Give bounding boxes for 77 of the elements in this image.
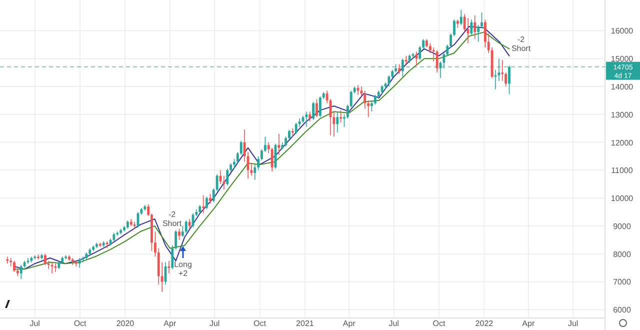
candlestick bbox=[54, 263, 57, 272]
candlestick bbox=[106, 240, 108, 249]
candlestick bbox=[226, 168, 229, 186]
x-tick-label: 2021 bbox=[296, 319, 314, 328]
candlestick bbox=[370, 100, 373, 112]
candlestick bbox=[308, 111, 312, 122]
candlestick bbox=[340, 110, 342, 124]
annotation: -2 Short bbox=[162, 210, 182, 228]
candlestick bbox=[188, 218, 191, 230]
y-tick-label: 13000 bbox=[610, 110, 634, 120]
x-tick-label: Apr bbox=[522, 319, 535, 328]
candlestick bbox=[404, 55, 408, 65]
x-tick-label: Oct bbox=[254, 319, 267, 328]
candlestick bbox=[318, 96, 322, 118]
candlestick bbox=[460, 9, 462, 26]
x-tick-label: Jul bbox=[568, 319, 578, 328]
candlestick bbox=[20, 264, 22, 280]
candlestick bbox=[184, 220, 188, 234]
candlestick bbox=[206, 196, 208, 210]
candlestick bbox=[364, 90, 366, 110]
candlestick bbox=[13, 260, 16, 272]
candlestick bbox=[305, 111, 308, 128]
y-tick-label: 12000 bbox=[610, 138, 634, 148]
candlestick bbox=[202, 194, 205, 214]
y-tick-label: 8000 bbox=[613, 250, 632, 259]
candlestick bbox=[264, 136, 266, 152]
y-tick-label: 14000 bbox=[610, 82, 634, 92]
x-tick-label: Oct bbox=[432, 319, 446, 328]
candlestick bbox=[415, 51, 418, 66]
candlestick bbox=[388, 74, 390, 87]
x-tick-label: Jul bbox=[30, 319, 40, 328]
candlestick bbox=[278, 133, 280, 156]
y-tick-label: 7000 bbox=[613, 278, 632, 287]
x-tick-label: 2020 bbox=[116, 319, 135, 328]
x-tick-label: Apr bbox=[342, 319, 356, 328]
x-tick-label: 2022 bbox=[475, 319, 494, 328]
candlestick bbox=[288, 129, 290, 140]
candlestick bbox=[168, 260, 170, 274]
candlestick bbox=[312, 101, 315, 120]
y-tick-label: 9000 bbox=[613, 222, 632, 231]
candlestick bbox=[178, 228, 180, 240]
annotation: -2 Short bbox=[511, 35, 532, 53]
candlestick bbox=[374, 94, 376, 106]
y-tick-label: 15000 bbox=[610, 54, 634, 64]
annotation: Long +2 bbox=[174, 260, 192, 278]
candlestick bbox=[477, 24, 480, 42]
y-tick-label: 16000 bbox=[610, 26, 634, 36]
candlestick bbox=[294, 122, 298, 134]
candlestick bbox=[453, 19, 456, 37]
candlestick bbox=[284, 136, 288, 147]
candlestick bbox=[233, 158, 236, 170]
y-tick-label: 10000 bbox=[610, 194, 634, 204]
candlestick bbox=[133, 221, 136, 230]
x-tick-label: Oct bbox=[74, 319, 88, 328]
candlestick bbox=[316, 98, 318, 118]
candlestick bbox=[208, 193, 212, 204]
candlestick bbox=[260, 148, 263, 161]
candlestick bbox=[336, 111, 339, 133]
candlestick bbox=[398, 64, 400, 74]
candlestick bbox=[270, 147, 274, 172]
candlestick bbox=[501, 60, 504, 82]
x-tick-label: Jul bbox=[209, 319, 220, 328]
candlestick bbox=[147, 204, 150, 217]
candlestick bbox=[50, 262, 54, 274]
candlestick bbox=[480, 12, 483, 28]
y-tick-label: 6000 bbox=[613, 306, 632, 315]
candlestick bbox=[6, 256, 9, 264]
y-tick-label: 11000 bbox=[611, 166, 634, 176]
x-tick-label: Jul bbox=[388, 319, 400, 328]
candlestick bbox=[474, 14, 476, 40]
candlestick bbox=[78, 258, 81, 268]
x-tick-label: Apr bbox=[164, 319, 176, 328]
candlestick bbox=[34, 254, 36, 260]
candlestick bbox=[343, 114, 346, 128]
candlestick bbox=[44, 253, 46, 266]
candlestick bbox=[436, 50, 438, 73]
candlestick bbox=[470, 19, 473, 36]
